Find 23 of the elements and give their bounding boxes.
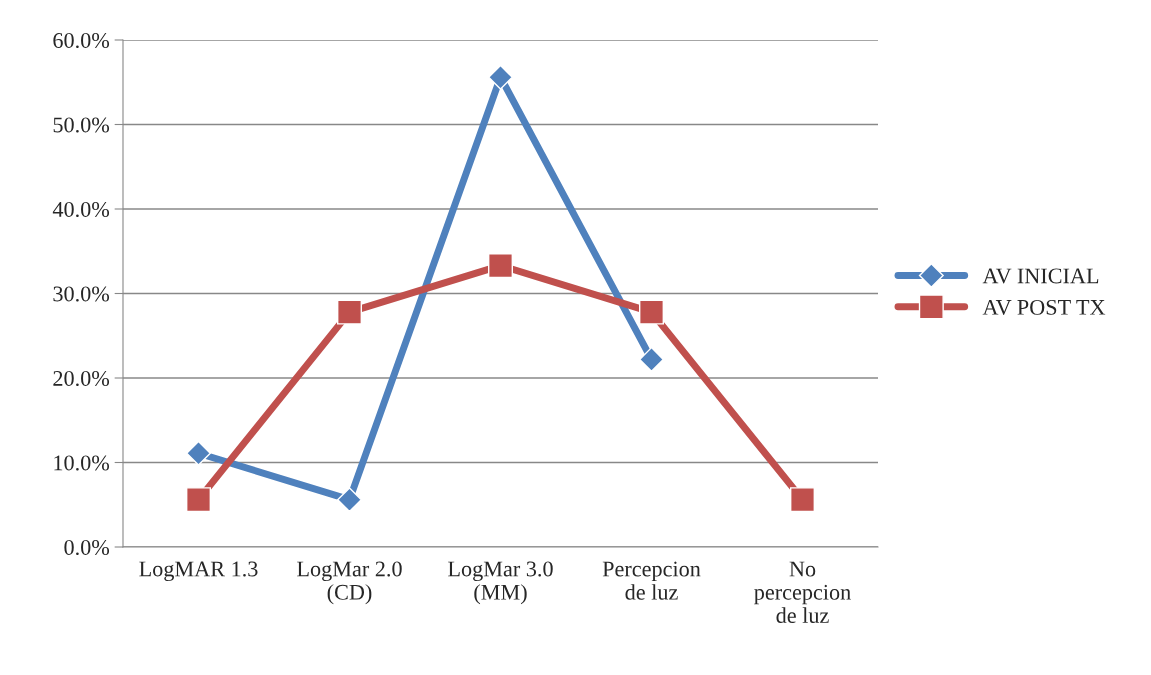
legend-label: AV POST TX — [982, 299, 1106, 315]
y-tick-label: 40.0% — [52, 201, 110, 218]
x-tick-label: LogMar 3.0 (MM) — [448, 561, 553, 605]
point — [336, 299, 363, 325]
point — [186, 440, 211, 466]
y-tick-label: 0.0% — [64, 539, 110, 556]
point — [639, 346, 664, 372]
y-tick-label: 30.0% — [53, 286, 110, 302]
x-tick-label: Percepcion de luz — [602, 561, 701, 600]
x-tick-label: LogMar 2.0 (CD) — [297, 561, 402, 605]
legend-label: AV INICIAL — [982, 268, 1099, 284]
point — [638, 299, 665, 325]
point — [185, 487, 212, 513]
point — [337, 487, 362, 513]
y-tick-label: 20.0% — [53, 370, 110, 387]
point — [487, 253, 514, 279]
y-tick-label: 50.0% — [53, 117, 110, 133]
y-tick-label: 10.0% — [54, 455, 110, 471]
y-tick-label: 60.0% — [53, 32, 110, 49]
point — [488, 64, 513, 90]
x-tick-label: LogMAR 1.3 — [139, 561, 258, 582]
x-tick-label: No percepcion de luz — [754, 561, 851, 623]
point — [789, 487, 816, 513]
